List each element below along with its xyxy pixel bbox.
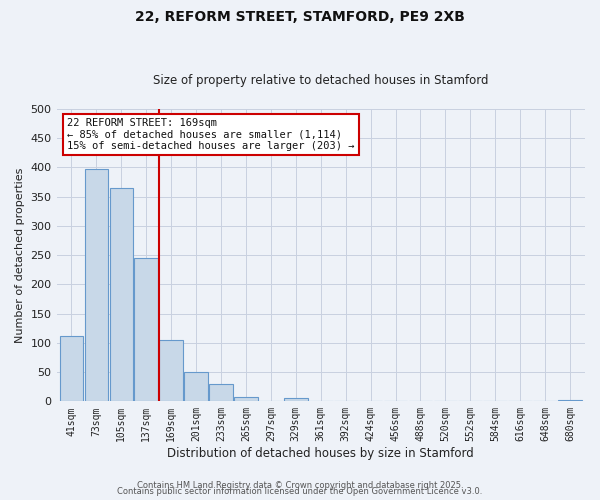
Bar [134,258,158,402]
Text: 22 REFORM STREET: 169sqm
← 85% of detached houses are smaller (1,114)
15% of sem: 22 REFORM STREET: 169sqm ← 85% of detach… [67,118,355,151]
Text: 22, REFORM STREET, STAMFORD, PE9 2XB: 22, REFORM STREET, STAMFORD, PE9 2XB [135,10,465,24]
Bar [59,336,83,402]
Y-axis label: Number of detached properties: Number of detached properties [15,168,25,343]
Text: Contains public sector information licensed under the Open Government Licence v3: Contains public sector information licen… [118,487,482,496]
Bar [209,384,233,402]
Text: Contains HM Land Registry data © Crown copyright and database right 2025.: Contains HM Land Registry data © Crown c… [137,481,463,490]
Title: Size of property relative to detached houses in Stamford: Size of property relative to detached ho… [153,74,488,87]
Bar [110,188,133,402]
Bar [85,168,108,402]
Bar [234,396,258,402]
Bar [184,372,208,402]
Bar [284,398,308,402]
Bar [558,400,582,402]
Bar [160,340,183,402]
X-axis label: Distribution of detached houses by size in Stamford: Distribution of detached houses by size … [167,447,474,460]
